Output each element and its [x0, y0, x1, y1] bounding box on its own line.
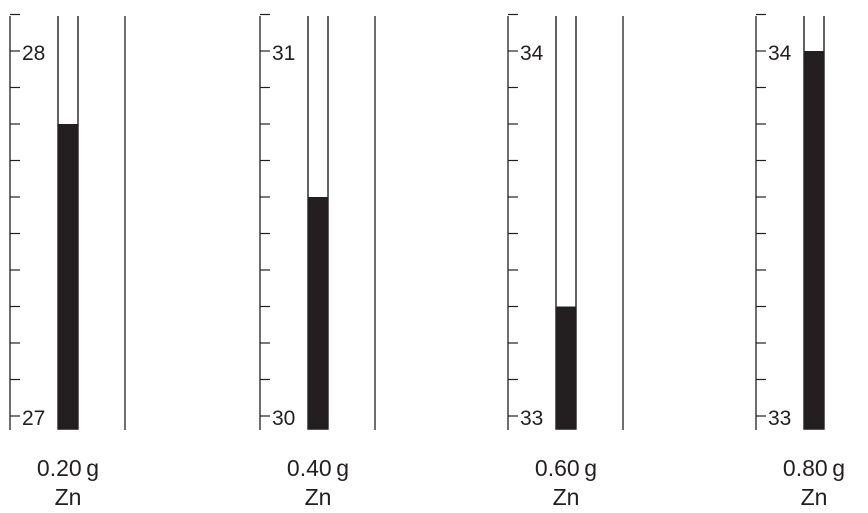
scale-top-label: 34 — [768, 42, 792, 65]
thermometer-4: 34 33 0.80 g Zn — [755, 13, 845, 510]
liquid-column — [804, 51, 824, 429]
scale-top-label: 34 — [520, 42, 544, 65]
liquid-column — [556, 306, 576, 429]
thermometer-2: 31 30 0.40 g Zn — [259, 13, 376, 510]
scale-top-label: 28 — [22, 42, 45, 65]
scale-top-label: 31 — [272, 42, 295, 65]
metal-label: Zn — [305, 484, 332, 510]
scale-bottom-label: 33 — [520, 407, 543, 430]
metal-label: Zn — [801, 484, 828, 510]
scale-bottom-label: 27 — [22, 407, 45, 430]
scale-bottom-label: 30 — [272, 407, 295, 430]
mass-label: 0.60 g — [535, 455, 597, 481]
metal-label: Zn — [553, 484, 580, 510]
mass-label: 0.80 g — [783, 455, 845, 481]
metal-label: Zn — [55, 484, 82, 510]
liquid-column — [308, 197, 328, 429]
mass-label: 0.20 g — [37, 455, 99, 481]
thermometer-3: 34 33 0.60 g Zn — [507, 13, 624, 510]
scale-bottom-label: 33 — [768, 407, 791, 430]
liquid-column — [58, 124, 78, 429]
mass-label: 0.40 g — [287, 455, 349, 481]
thermometer-1: 28 27 0.20 g Zn — [9, 13, 126, 510]
